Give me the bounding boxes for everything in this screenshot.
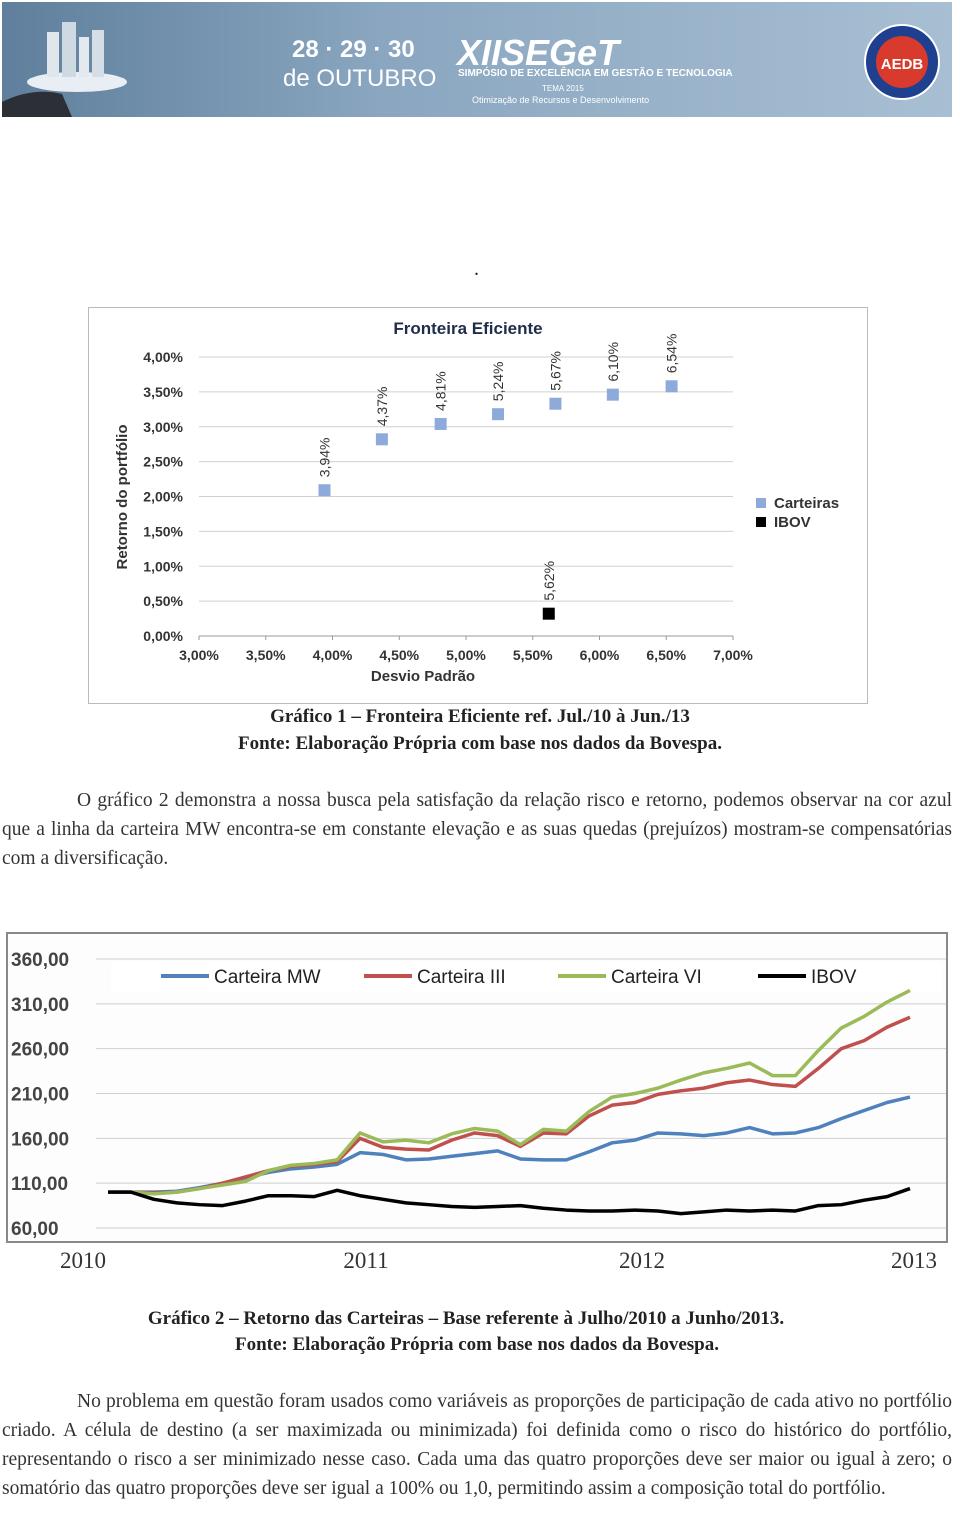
y-tick-label: 210,00 [11,1085,69,1106]
legend-label: IBOV [811,967,857,988]
data-label: 4,37% [374,387,390,427]
y-axis-label: Retorno do portfólio [114,425,131,570]
data-point [318,484,331,497]
x-tick-label: 5,00% [446,647,486,663]
figure-source: Fonte: Elaboração Própria com base nos d… [235,1334,719,1355]
data-label: 3,94% [316,438,332,478]
series-line [108,1015,911,1195]
y-tick-label: 1,00% [143,558,183,574]
legend-swatch [756,498,766,508]
data-point [549,397,562,410]
data-label: 6,10% [605,342,621,382]
data-point [492,408,505,421]
y-tick-label: 1,50% [143,523,183,539]
x-tick-label: 6,00% [580,647,620,663]
chart-title: Fronteira Eficiente [393,319,542,338]
legend-swatch [756,517,766,527]
data-label: 5,67% [547,351,563,391]
data-label: 6,54% [664,334,680,374]
legend-label: Carteira MW [214,967,321,988]
header-event-subtitle: SIMPÓSIO DE EXCELÊNCIA EM GESTÃO E TECNO… [458,68,733,79]
y-tick-label: 4,00% [143,349,183,365]
x-tick-label: 4,00% [313,647,353,663]
x-tick-label: 6,50% [646,647,686,663]
figure-caption: Gráfico 1 – Fronteira Eficiente ref. Jul… [270,706,690,727]
y-tick-label: 3,50% [143,384,183,400]
figure-source: Fonte: Elaboração Própria com base nos d… [238,733,722,754]
y-tick-label: 0,50% [143,593,183,609]
y-tick-label: 360,00 [11,950,69,971]
chart-2: 60,00 110,00 160,00 210,00 260,00 310,00 360,0… [6,932,948,1243]
data-point [606,388,619,401]
y-tick-label: 2,50% [143,454,183,470]
y-tick-label: 260,00 [11,1040,69,1061]
year-label: 2012 [619,1248,665,1273]
header-banner: 28 · 29 · 30 de OUTUBRO XIISEGeT SIMPÓSI… [2,2,952,117]
year-label: 2013 [891,1248,937,1273]
y-tick-label: 160,00 [11,1129,69,1150]
x-tick-label: 5,50% [513,647,553,663]
header-theme: TEMA 2015 [542,84,584,93]
chart-1: Fronteira Eficiente 0,00% 0,50% 1,00% 1,50% 2… [88,307,868,704]
year-label: 2011 [343,1248,389,1273]
series-line [108,988,911,1196]
data-label: 5,24% [490,361,506,401]
y-tick-label: 60,00 [11,1219,59,1240]
data-label: 5,62% [541,561,557,601]
data-point [665,380,678,393]
data-point [375,433,388,446]
page-mark: . [474,258,479,280]
data-label: 4,81% [433,371,449,411]
paragraph: O gráfico 2 demonstra a nossa busca pela… [2,790,952,869]
y-tick-label: 3,00% [143,419,183,435]
x-tick-label: 4,50% [379,647,419,663]
y-tick-label: 310,00 [11,995,69,1016]
figure-caption: Gráfico 2 – Retorno das Carteiras – Base… [147,1308,785,1329]
x-tick-label: 7,00% [713,647,753,663]
y-tick-label: 110,00 [11,1174,68,1195]
y-tick-label: 0,00% [143,628,183,644]
header-month: de OUTUBRO [283,65,437,92]
paragraph: No problema em questão foram usados como… [2,1391,952,1499]
data-point [434,417,447,430]
header-illustration [2,22,127,117]
legend-label: Carteiras [774,495,839,512]
series-line [108,1186,911,1216]
x-axis-label: Desvio Padrão [371,668,475,685]
legend-label: IBOV [774,514,811,531]
year-label: 2010 [60,1248,106,1273]
header-event: XIISEGeT [457,32,620,73]
legend-label: Carteira VI [611,967,702,988]
header-logo: AEDB [864,24,940,100]
x-tick-label: 3,00% [179,647,219,663]
logo-text: AEDB [881,56,924,73]
data-point [542,607,555,620]
y-tick-label: 2,00% [143,489,183,505]
header-dates: 28 · 29 · 30 [292,36,415,63]
chart-frame [88,307,868,704]
header-theme-text: Otimização de Recursos e Desenvolvimento [472,95,650,105]
legend-label: Carteira III [417,967,506,988]
x-tick-label: 3,50% [246,647,286,663]
